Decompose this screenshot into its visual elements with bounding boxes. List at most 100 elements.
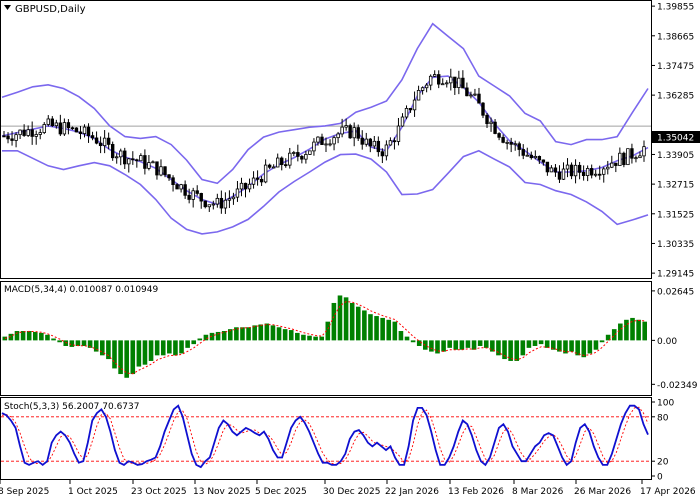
stoch-main-line xyxy=(1,404,649,469)
candle-body xyxy=(493,121,497,134)
macd-histogram-bar xyxy=(477,340,483,346)
candle-body xyxy=(549,167,554,173)
macd-histogram-bar xyxy=(532,340,538,346)
price-axis-label: 1.30335 xyxy=(657,240,694,250)
candle-body xyxy=(46,118,50,125)
macd-histogram-bar xyxy=(106,340,111,360)
macd-histogram-bar xyxy=(349,302,355,341)
candle-body xyxy=(2,135,6,138)
candle-body xyxy=(638,155,642,159)
candle-body xyxy=(106,137,111,145)
macd-histogram-bar xyxy=(563,340,568,354)
candle-body xyxy=(58,122,63,135)
macd-histogram-bar xyxy=(51,338,56,341)
macd-histogram-bar xyxy=(386,319,392,341)
macd-histogram-bar xyxy=(544,340,550,348)
macd-histogram-bar xyxy=(605,334,611,341)
candle-body xyxy=(441,83,445,86)
candle-body xyxy=(424,84,429,89)
macd-histogram-bar xyxy=(490,340,495,352)
candle-body xyxy=(90,135,95,139)
candle-body xyxy=(396,125,401,142)
macd-histogram-bar xyxy=(380,317,385,341)
macd-histogram-bar xyxy=(32,331,38,341)
price-axis-label: 1.39855 xyxy=(657,3,694,13)
candle-body xyxy=(86,126,91,137)
macd-histogram-bar xyxy=(313,336,318,341)
candle-body xyxy=(102,137,107,147)
time-axis-label: 13 Feb 2026 xyxy=(448,487,504,497)
candle-body xyxy=(151,161,155,164)
symbol-label[interactable]: GBPUSD,Daily xyxy=(15,4,86,15)
candle-body xyxy=(235,188,240,198)
candle-body xyxy=(368,138,372,147)
candle-body xyxy=(626,148,630,166)
candle-body xyxy=(271,166,276,169)
price-axis-label: 1.33905 xyxy=(657,151,694,161)
candle-body xyxy=(159,166,163,176)
candle-body xyxy=(203,200,207,208)
macd-histogram-bar xyxy=(624,319,629,341)
macd-histogram-bar xyxy=(459,340,465,350)
macd-histogram-bar xyxy=(203,334,209,341)
candle-body xyxy=(497,133,501,138)
candle-body xyxy=(163,166,167,176)
macd-histogram-bar xyxy=(557,340,562,352)
candle-body xyxy=(199,193,203,202)
candle-body xyxy=(545,161,550,173)
macd-histogram-bar xyxy=(93,340,99,352)
macd-histogram-bar xyxy=(550,340,556,350)
macd-histogram-bar xyxy=(319,336,324,341)
candle-body xyxy=(171,177,175,186)
candle-body xyxy=(529,154,533,159)
macd-histogram-bar xyxy=(124,340,129,378)
time-axis-label: 26 Mar 2026 xyxy=(574,487,631,497)
macd-panel xyxy=(2,295,647,378)
candle-body xyxy=(123,150,127,165)
candle-body xyxy=(332,137,336,145)
candle-body xyxy=(115,156,119,159)
bollinger-middle-line xyxy=(1,75,649,206)
candle-body xyxy=(598,173,602,176)
candle-body xyxy=(348,125,352,139)
candle-body xyxy=(296,152,300,157)
candle-body xyxy=(501,136,505,143)
candle-body xyxy=(400,116,405,127)
macd-histogram-bar xyxy=(374,316,379,341)
macd-histogram-bar xyxy=(636,319,641,341)
candle-body xyxy=(642,146,646,157)
stoch-signal-line xyxy=(1,406,649,465)
macd-histogram-bar xyxy=(471,340,477,350)
macd-histogram-bar xyxy=(270,325,276,341)
macd-histogram-bar xyxy=(2,336,8,341)
time-axis-label: 8 Sep 2025 xyxy=(0,487,49,497)
candle-body xyxy=(360,137,364,145)
macd-histogram-bar xyxy=(69,340,75,347)
macd-histogram-bar xyxy=(173,340,178,356)
candle-body xyxy=(110,144,115,159)
symbol-dropdown-icon[interactable] xyxy=(4,5,11,10)
candle-body xyxy=(453,76,457,88)
candle-body xyxy=(288,152,292,166)
macd-histogram-bar xyxy=(587,340,593,354)
macd-histogram-bar xyxy=(14,331,20,341)
candle-body xyxy=(372,140,377,147)
macd-histogram-bar xyxy=(526,340,532,348)
candle-body xyxy=(284,164,288,167)
candle-body xyxy=(10,138,14,141)
macd-histogram-bar xyxy=(453,340,459,350)
macd-histogram-bar xyxy=(392,321,398,341)
macd-axis-label: -0.02349 xyxy=(657,381,698,391)
candle-body xyxy=(94,137,99,144)
candle-body xyxy=(561,168,566,180)
candle-body xyxy=(565,164,570,170)
time-axis-label: 22 Jan 2026 xyxy=(385,487,439,497)
candle-body xyxy=(573,164,578,177)
candle-body xyxy=(18,129,22,136)
price-panel xyxy=(1,22,651,235)
axes: 1.39855 1.38665 1.37475 1.36285 1.33905 1.327… xyxy=(0,3,698,497)
candle-body xyxy=(227,198,232,201)
candle-body xyxy=(505,141,509,144)
price-axis-label: 1.31525 xyxy=(657,210,694,220)
candle-body xyxy=(541,159,546,163)
